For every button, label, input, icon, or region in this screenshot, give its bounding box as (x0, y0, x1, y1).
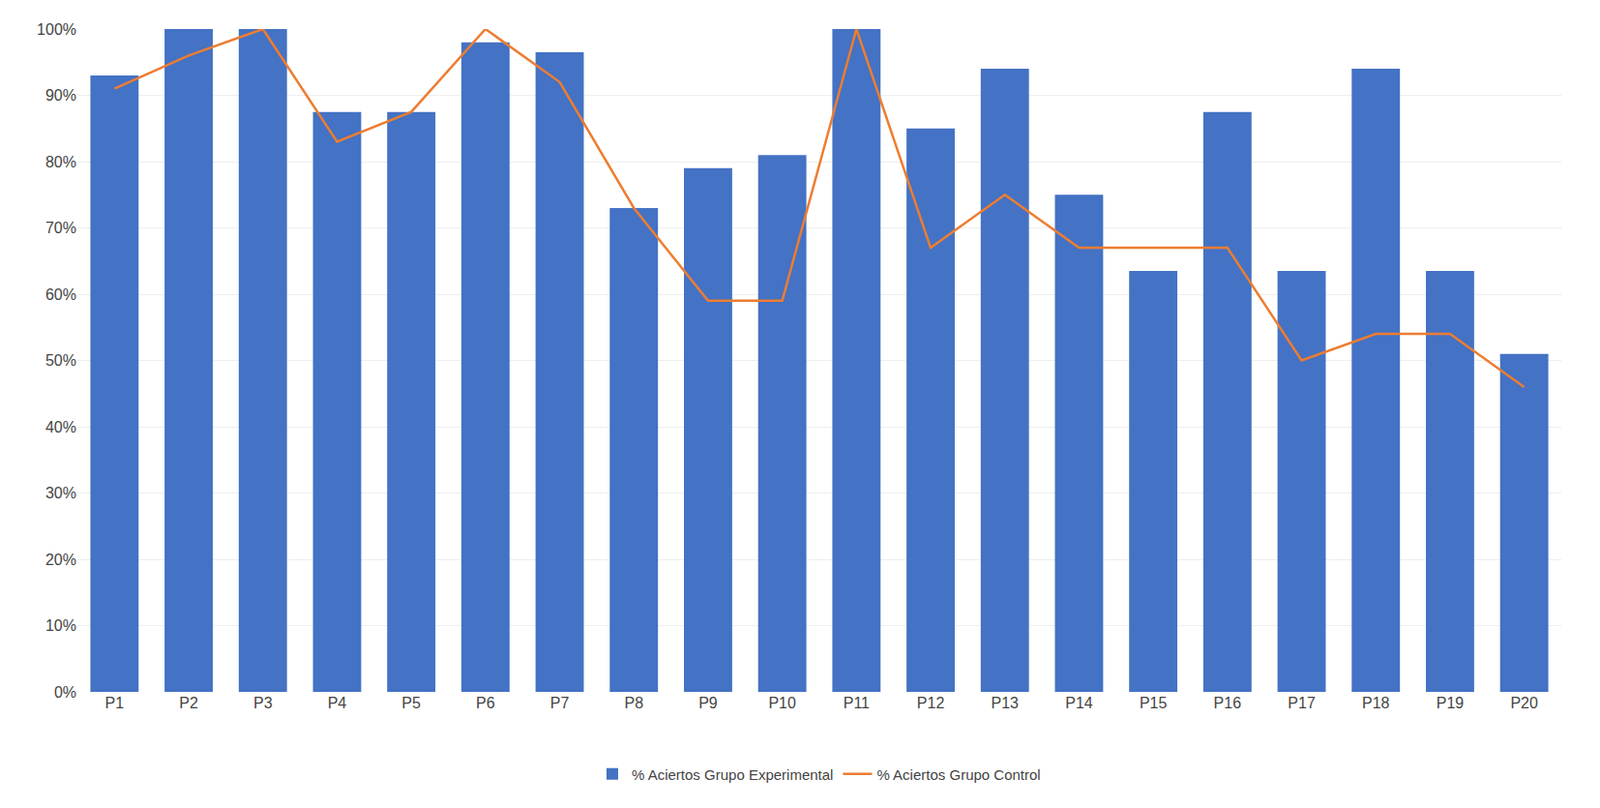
svg-text:P13: P13 (991, 694, 1020, 712)
svg-text:80%: 80% (45, 153, 77, 171)
svg-text:P17: P17 (1287, 694, 1316, 712)
svg-text:P9: P9 (698, 694, 718, 712)
svg-text:P7: P7 (550, 694, 570, 712)
svg-text:P11: P11 (843, 694, 870, 712)
svg-text:10%: 10% (45, 617, 77, 634)
svg-text:90%: 90% (45, 87, 77, 104)
svg-text:P20: P20 (1510, 694, 1539, 712)
svg-text:P16: P16 (1214, 694, 1243, 712)
svg-text:P15: P15 (1139, 694, 1168, 712)
svg-text:P3: P3 (253, 694, 273, 712)
svg-text:70%: 70% (45, 219, 77, 237)
svg-text:P14: P14 (1065, 694, 1094, 712)
svg-text:100%: 100% (36, 21, 77, 38)
svg-text:30%: 30% (45, 484, 77, 502)
svg-text:% Aciertos Grupo Experimental: % Aciertos Grupo Experimental (631, 766, 833, 783)
svg-text:0%: 0% (54, 683, 77, 701)
svg-text:50%: 50% (45, 352, 77, 369)
svg-text:P18: P18 (1362, 694, 1391, 712)
svg-text:P1: P1 (105, 694, 125, 712)
svg-text:60%: 60% (45, 286, 77, 303)
svg-text:20%: 20% (45, 551, 77, 568)
svg-text:P5: P5 (401, 694, 421, 712)
svg-text:40%: 40% (45, 418, 77, 436)
svg-text:P10: P10 (768, 694, 797, 712)
svg-text:P12: P12 (917, 694, 946, 712)
svg-text:P6: P6 (475, 694, 496, 712)
svg-text:P4: P4 (327, 694, 348, 712)
svg-text:P19: P19 (1436, 694, 1465, 712)
svg-text:P8: P8 (623, 694, 644, 712)
svg-text:P2: P2 (178, 694, 199, 712)
svg-text:% Aciertos Grupo Control: % Aciertos Grupo Control (876, 766, 1040, 783)
